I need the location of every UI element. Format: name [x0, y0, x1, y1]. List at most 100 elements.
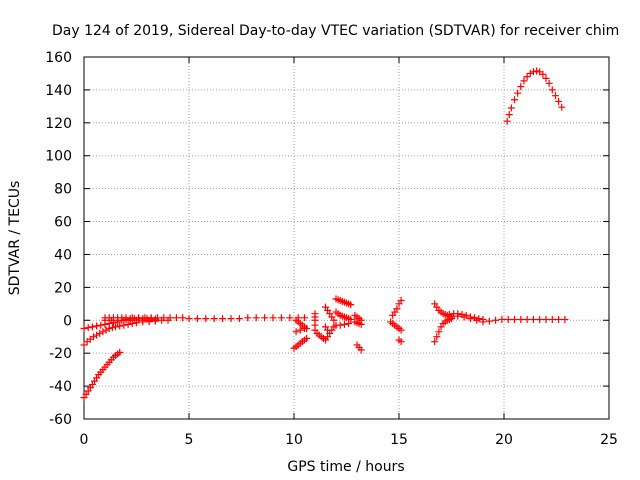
data-point — [431, 338, 439, 346]
data-point — [93, 322, 101, 330]
data-point — [514, 89, 522, 97]
data-point — [292, 328, 300, 336]
data-point — [561, 315, 569, 323]
plot-frame — [83, 56, 610, 420]
data-point — [507, 104, 515, 112]
data-point — [102, 326, 110, 334]
data-point — [345, 320, 353, 328]
y-tick-label: 0 — [63, 313, 72, 329]
data-point — [277, 314, 285, 322]
y-tick-label: 40 — [54, 247, 72, 263]
series-cluster-11-12 — [311, 310, 338, 344]
data-point — [139, 316, 147, 324]
data-point — [454, 310, 462, 318]
data-point — [80, 341, 88, 349]
data-point — [252, 314, 260, 322]
data-point — [548, 315, 556, 323]
data-point — [324, 326, 332, 334]
data-point — [340, 320, 348, 328]
series-cluster-11-5-left — [322, 303, 338, 334]
series-band-flat-mid-lower — [101, 316, 172, 324]
data-point — [99, 328, 107, 336]
data-point — [286, 314, 294, 322]
y-tick-label: 20 — [54, 280, 72, 296]
data-point — [235, 315, 243, 323]
data-point — [301, 325, 308, 332]
data-point — [471, 314, 479, 322]
series-cluster-14-15 — [387, 297, 405, 346]
y-tick-label: -60 — [49, 412, 72, 428]
data-point — [164, 316, 172, 324]
y-tick-label: 120 — [45, 116, 72, 132]
data-point — [517, 315, 525, 323]
data-point — [108, 324, 116, 332]
data-point — [555, 315, 563, 323]
data-point — [120, 316, 128, 324]
y-tick-label: -20 — [49, 346, 72, 362]
data-point — [536, 315, 544, 323]
series-segment-near-10 — [290, 334, 311, 352]
data-point — [529, 315, 537, 323]
data-point — [96, 329, 104, 337]
data-point — [158, 316, 166, 324]
data-point — [151, 316, 159, 324]
data-point — [124, 320, 132, 328]
series-cluster-10-11 — [292, 316, 311, 336]
data-point — [89, 333, 97, 341]
series-band-flat-mid — [101, 314, 308, 323]
x-axis-title: GPS time / hours — [287, 459, 404, 475]
data-point — [435, 328, 443, 336]
data-point — [551, 92, 559, 100]
data-point — [503, 117, 511, 125]
data-point — [112, 323, 119, 331]
series-cluster-12 — [332, 295, 355, 329]
data-point — [511, 315, 518, 323]
y-tick-label: 80 — [54, 182, 72, 198]
data-point — [261, 314, 269, 322]
data-point — [347, 315, 355, 323]
x-tick-label: 20 — [495, 432, 513, 448]
data-point — [397, 326, 405, 334]
data-point — [269, 314, 277, 322]
y-axis-title: SDTVAR / TECUs — [7, 181, 23, 296]
data-point — [523, 73, 531, 81]
data-point — [336, 321, 344, 329]
data-point — [116, 322, 124, 330]
data-point — [479, 315, 487, 323]
data-point — [219, 315, 227, 323]
data-point — [555, 97, 563, 105]
data-point — [210, 315, 218, 323]
data-point — [126, 316, 134, 324]
data-point — [133, 316, 140, 324]
data-point — [548, 86, 556, 94]
data-point — [397, 338, 405, 346]
x-tick-labels: 0 5 10 15 20 25 — [80, 432, 618, 448]
data-point — [397, 297, 405, 305]
data-point — [101, 316, 109, 324]
data-point — [172, 314, 180, 322]
data-point — [97, 321, 105, 329]
data-point — [545, 79, 553, 87]
x-tick-label: 0 — [80, 432, 89, 448]
data-point — [526, 69, 534, 77]
data-point — [558, 103, 566, 111]
x-tick-label: 5 — [185, 432, 194, 448]
data-point — [445, 311, 453, 319]
data-point — [539, 70, 547, 78]
data-point — [93, 331, 101, 339]
data-point — [523, 315, 531, 323]
data-point — [244, 314, 252, 322]
data-point — [296, 326, 304, 334]
data-point — [227, 315, 235, 323]
series-arc-high-late — [503, 67, 566, 125]
data-point — [466, 313, 474, 321]
data-point — [498, 315, 506, 323]
data-point — [202, 315, 210, 323]
data-point — [330, 316, 338, 324]
data-point — [511, 96, 518, 104]
y-tick-label: -40 — [49, 379, 72, 395]
data-point — [88, 323, 96, 331]
chart-title: Day 124 of 2019, Sidereal Day-to-day VTE… — [52, 23, 619, 39]
y-tick-labels: -60 -40 -20 0 20 40 60 80 100 120 140 160 — [45, 50, 72, 428]
grid — [84, 57, 609, 419]
